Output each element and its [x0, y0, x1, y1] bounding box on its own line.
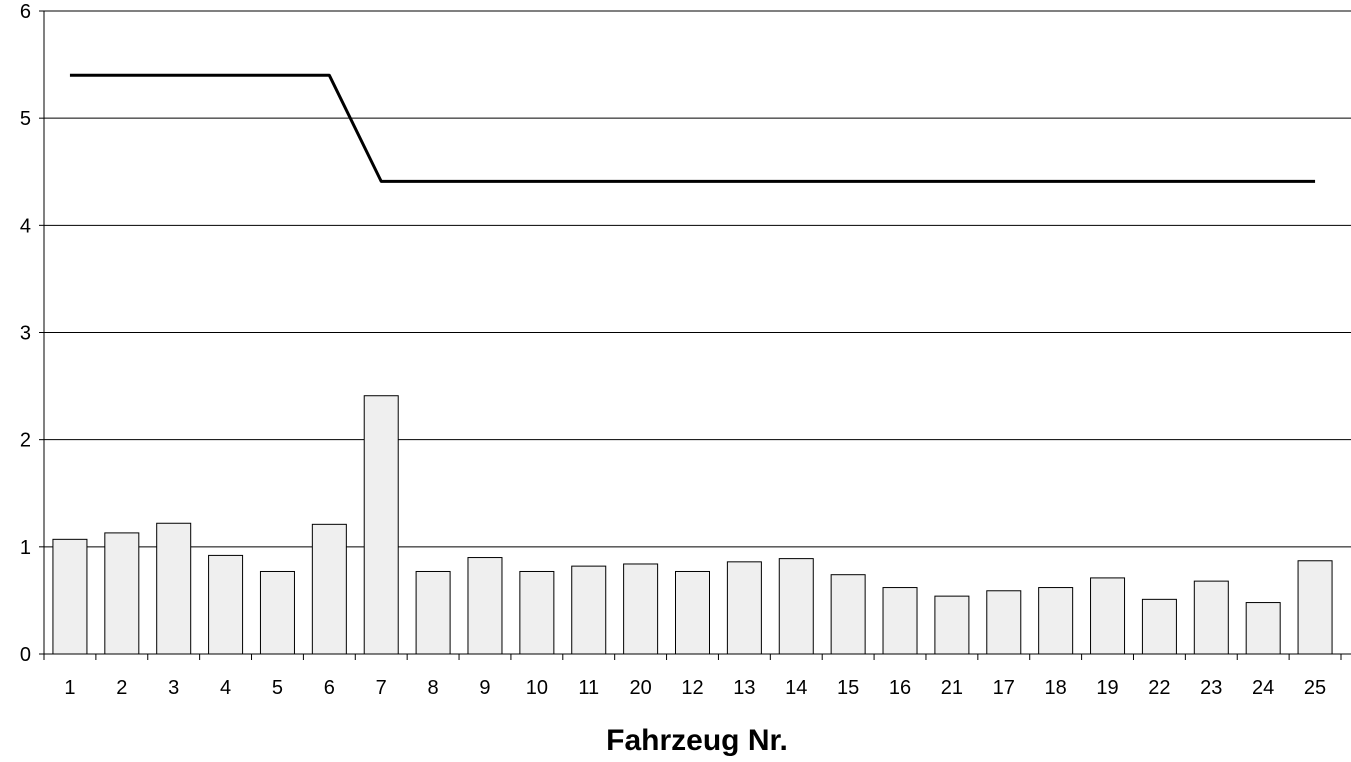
bar	[1090, 577, 1126, 655]
line-series	[69, 73, 1316, 183]
x-tick-label: 19	[1096, 677, 1118, 699]
bar	[1245, 602, 1281, 655]
x-tick-label: 18	[1045, 677, 1067, 699]
bar	[1141, 598, 1177, 655]
bar	[208, 554, 244, 655]
bar	[259, 570, 295, 655]
x-tick-label: 5	[272, 677, 283, 699]
x-tick-label: 17	[993, 677, 1015, 699]
bar	[623, 563, 659, 655]
bar	[571, 565, 607, 655]
y-tick-label: 6	[20, 1, 31, 23]
x-tick-labels: 1 2 3 4 5 6 7 8 9 10 11 20 12 13 14 15 16 21 17 18 19 22 23 24 2…	[64, 677, 1326, 699]
x-tick-label: 20	[629, 677, 651, 699]
x-tick-label: 22	[1148, 677, 1170, 699]
x-tick-label: 13	[733, 677, 755, 699]
bar	[1038, 587, 1074, 655]
y-tick-label: 5	[20, 108, 31, 130]
bar	[311, 523, 347, 655]
bar	[1193, 580, 1229, 655]
x-tick-label: 8	[428, 677, 439, 699]
x-tick-label: 11	[578, 677, 599, 699]
y-tick-label: 0	[20, 644, 31, 666]
bar	[519, 570, 555, 655]
bar	[52, 538, 88, 655]
bar	[415, 570, 451, 655]
bar	[726, 561, 762, 655]
x-tick-label: 9	[479, 677, 490, 699]
bar	[363, 395, 399, 655]
x-tick-label: 23	[1200, 677, 1222, 699]
x-tick-label: 2	[116, 677, 127, 699]
x-tick-label: 1	[64, 677, 75, 699]
x-tick-label: 15	[837, 677, 859, 699]
x-tick-label: 21	[941, 677, 963, 699]
y-tick-label: 3	[20, 323, 31, 345]
bar	[778, 558, 814, 655]
x-tick-label: 16	[889, 677, 911, 699]
y-tick-labels: 0 1 2 3 4 5 6	[20, 1, 31, 666]
x-tick-label: 10	[526, 677, 548, 699]
bar	[104, 532, 140, 655]
x-axis-title: Fahrzeug Nr.	[606, 724, 788, 757]
bar	[882, 587, 918, 655]
y-tick-label: 4	[20, 215, 31, 237]
x-tick-label: 25	[1304, 677, 1326, 699]
x-tick-label: 4	[220, 677, 231, 699]
x-tick-label: 6	[324, 677, 335, 699]
x-tick-label: 14	[785, 677, 807, 699]
x-tick-label: 7	[376, 677, 387, 699]
bar	[934, 595, 970, 655]
x-tick-label: 3	[168, 677, 179, 699]
axes	[39, 10, 1351, 660]
bar	[830, 574, 866, 655]
bars	[52, 395, 1333, 655]
threshold-line	[69, 73, 1316, 183]
y-tick-label: 1	[20, 537, 31, 559]
bar	[467, 557, 503, 655]
bar	[156, 522, 192, 655]
bar	[1297, 560, 1333, 655]
x-tick-label: 24	[1252, 677, 1274, 699]
grid-lines	[44, 10, 1351, 548]
y-tick-label: 2	[20, 430, 31, 452]
bar	[986, 590, 1022, 655]
x-tick-label: 12	[681, 677, 703, 699]
bar	[675, 570, 710, 655]
